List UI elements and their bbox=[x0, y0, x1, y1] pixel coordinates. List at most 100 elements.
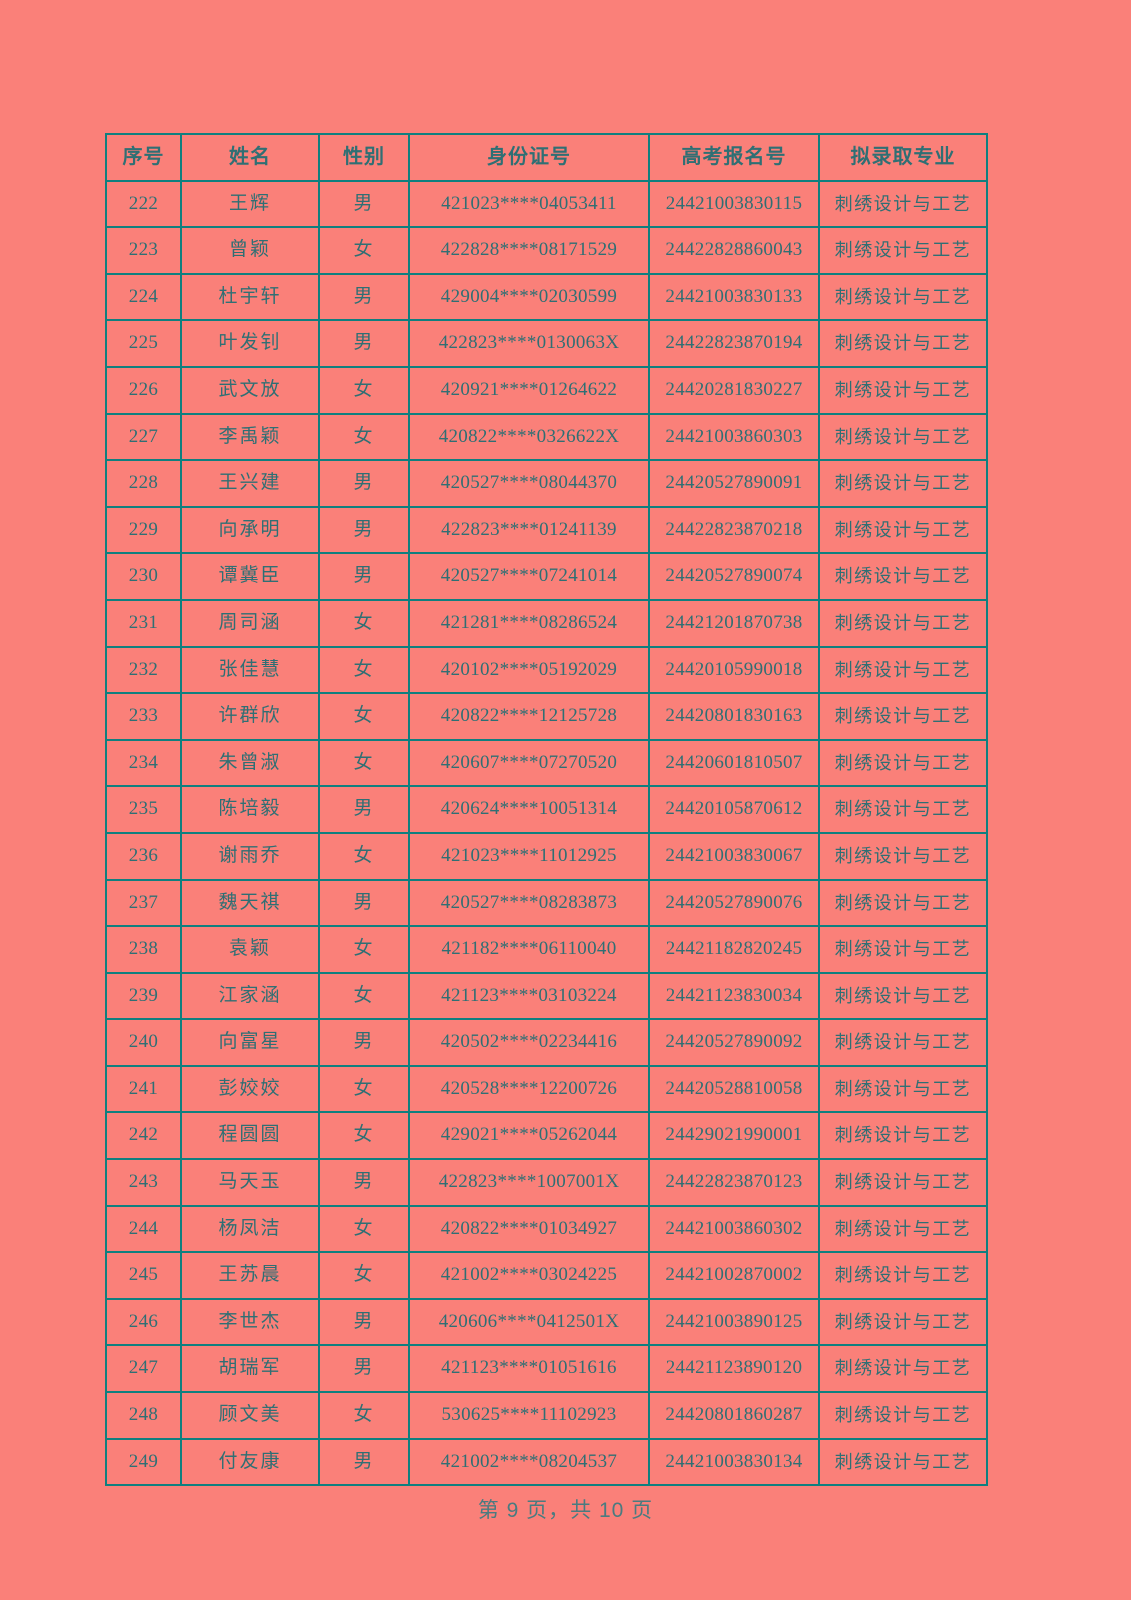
cell-idno: 420607****07270520 bbox=[408, 738, 650, 788]
cell-idno: 420921****01264622 bbox=[408, 365, 650, 415]
cell-idno: 421182****06110040 bbox=[408, 925, 650, 974]
cell-exam: 24420801860287 bbox=[648, 1391, 820, 1440]
table-row: 236 谢雨乔女 421023****11012925 24421003830067 刺… bbox=[105, 831, 988, 881]
cell-idno: 420822****01034927 bbox=[408, 1204, 650, 1254]
table-row: 234 朱曾淑女 420607****07270520 24420601810507 刺… bbox=[105, 738, 988, 788]
table-row: 245 王苏晨女 421002****03024225 24421002870002 刺… bbox=[105, 1251, 988, 1300]
cell-major: 刺绣设计与工艺 bbox=[818, 1018, 988, 1067]
cell-exam: 24420105870612 bbox=[648, 785, 820, 834]
table-row: 225 叶发钊男 422823****0130063X 24422823870194 刺… bbox=[105, 319, 988, 368]
cell-name: 付友康 bbox=[180, 1437, 320, 1487]
cell-sex: 男 bbox=[318, 505, 410, 555]
cell-sex: 男 bbox=[318, 785, 410, 834]
cell-name: 曾颖 bbox=[180, 226, 320, 275]
column-header-exam: 高考报名号 bbox=[648, 133, 820, 182]
cell-name: 李世杰 bbox=[180, 1297, 320, 1347]
cell-name: 朱曾淑 bbox=[180, 738, 320, 788]
cell-major: 刺绣设计与工艺 bbox=[818, 412, 988, 462]
table-row: 237 魏天祺男 420527****08283873 24420527890076 刺… bbox=[105, 878, 988, 928]
cell-name: 杜宇轩 bbox=[180, 272, 320, 322]
cell-sex: 女 bbox=[318, 598, 410, 648]
cell-name: 向承明 bbox=[180, 505, 320, 555]
cell-major: 刺绣设计与工艺 bbox=[818, 878, 988, 928]
cell-seq: 233 bbox=[105, 692, 182, 741]
table-row: 223 曾颖女 422828****08171529 24422828860043 刺绣… bbox=[105, 226, 988, 275]
cell-major: 刺绣设计与工艺 bbox=[818, 1251, 988, 1300]
column-header-seq: 序号 bbox=[105, 133, 182, 182]
cell-name: 江家涵 bbox=[180, 971, 320, 1021]
table-row: 244 杨凤洁女 420822****01034927 24421003860302 刺… bbox=[105, 1204, 988, 1254]
cell-exam: 24421123830034 bbox=[648, 971, 820, 1021]
admission-roster-table: 序号 姓名 性别 身份证号 高考报名号 拟录取专业 222 王辉男 421023**… bbox=[105, 133, 988, 1487]
cell-sex: 男 bbox=[318, 1018, 410, 1067]
cell-sex: 女 bbox=[318, 925, 410, 974]
cell-major: 刺绣设计与工艺 bbox=[818, 552, 988, 601]
cell-exam: 24420527890091 bbox=[648, 459, 820, 508]
cell-idno: 429004****02030599 bbox=[408, 272, 650, 322]
cell-major: 刺绣设计与工艺 bbox=[818, 179, 988, 229]
cell-idno: 420502****02234416 bbox=[408, 1018, 650, 1067]
table-row: 222 王辉男 421023****04053411 24421003830115 刺绣… bbox=[105, 179, 988, 229]
cell-sex: 女 bbox=[318, 645, 410, 695]
table-row: 229 向承明男 422823****01241139 24422823870218 刺… bbox=[105, 505, 988, 555]
cell-exam: 24421003860302 bbox=[648, 1204, 820, 1254]
cell-major: 刺绣设计与工艺 bbox=[818, 319, 988, 368]
cell-seq: 228 bbox=[105, 459, 182, 508]
cell-name: 顾文美 bbox=[180, 1391, 320, 1440]
cell-sex: 女 bbox=[318, 365, 410, 415]
cell-major: 刺绣设计与工艺 bbox=[818, 1437, 988, 1487]
cell-name: 张佳慧 bbox=[180, 645, 320, 695]
cell-name: 李禹颖 bbox=[180, 412, 320, 462]
cell-major: 刺绣设计与工艺 bbox=[818, 925, 988, 974]
column-header-major: 拟录取专业 bbox=[818, 133, 988, 182]
cell-name: 杨凤洁 bbox=[180, 1204, 320, 1254]
table-row: 227 李禹颖女 420822****0326622X 24421003860303 刺… bbox=[105, 412, 988, 462]
table-row: 239 江家涵女 421123****03103224 24421123830034 刺… bbox=[105, 971, 988, 1021]
column-header-name: 姓名 bbox=[180, 133, 320, 182]
table-row: 242 程圆圆女 429021****05262044 24429021990001 刺… bbox=[105, 1111, 988, 1161]
cell-seq: 231 bbox=[105, 598, 182, 648]
cell-exam: 24420527890074 bbox=[648, 552, 820, 601]
cell-exam: 24421182820245 bbox=[648, 925, 820, 974]
cell-major: 刺绣设计与工艺 bbox=[818, 692, 988, 741]
table-row: 232 张佳慧女 420102****05192029 24420105990018 刺… bbox=[105, 645, 988, 695]
cell-major: 刺绣设计与工艺 bbox=[818, 785, 988, 834]
cell-exam: 24421003830133 bbox=[648, 272, 820, 322]
table-row: 240 向富星男 420502****02234416 24420527890092 刺… bbox=[105, 1018, 988, 1067]
cell-exam: 24421123890120 bbox=[648, 1344, 820, 1394]
cell-exam: 24421003830067 bbox=[648, 831, 820, 881]
cell-name: 陈培毅 bbox=[180, 785, 320, 834]
cell-major: 刺绣设计与工艺 bbox=[818, 645, 988, 695]
cell-name: 程圆圆 bbox=[180, 1111, 320, 1161]
cell-major: 刺绣设计与工艺 bbox=[818, 459, 988, 508]
table-body: 222 王辉男 421023****04053411 24421003830115 刺绣… bbox=[105, 179, 988, 1487]
cell-major: 刺绣设计与工艺 bbox=[818, 365, 988, 415]
cell-sex: 女 bbox=[318, 412, 410, 462]
cell-sex: 女 bbox=[318, 1064, 410, 1114]
cell-seq: 227 bbox=[105, 412, 182, 462]
cell-idno: 421123****01051616 bbox=[408, 1344, 650, 1394]
cell-seq: 249 bbox=[105, 1437, 182, 1487]
cell-major: 刺绣设计与工艺 bbox=[818, 272, 988, 322]
table-row: 238 袁颖女 421182****06110040 24421182820245 刺绣… bbox=[105, 925, 988, 974]
cell-sex: 女 bbox=[318, 738, 410, 788]
cell-major: 刺绣设计与工艺 bbox=[818, 1158, 988, 1207]
cell-sex: 男 bbox=[318, 272, 410, 322]
cell-name: 魏天祺 bbox=[180, 878, 320, 928]
cell-seq: 232 bbox=[105, 645, 182, 695]
cell-sex: 男 bbox=[318, 1297, 410, 1347]
cell-name: 王辉 bbox=[180, 179, 320, 229]
cell-exam: 24421003890125 bbox=[648, 1297, 820, 1347]
cell-idno: 429021****05262044 bbox=[408, 1111, 650, 1161]
cell-sex: 女 bbox=[318, 1204, 410, 1254]
cell-seq: 246 bbox=[105, 1297, 182, 1347]
cell-sex: 女 bbox=[318, 1391, 410, 1440]
cell-name: 胡瑞军 bbox=[180, 1344, 320, 1394]
cell-sex: 男 bbox=[318, 552, 410, 601]
cell-idno: 420527****07241014 bbox=[408, 552, 650, 601]
cell-idno: 422823****1007001X bbox=[408, 1158, 650, 1207]
cell-major: 刺绣设计与工艺 bbox=[818, 598, 988, 648]
cell-name: 马天玉 bbox=[180, 1158, 320, 1207]
cell-exam: 24429021990001 bbox=[648, 1111, 820, 1161]
